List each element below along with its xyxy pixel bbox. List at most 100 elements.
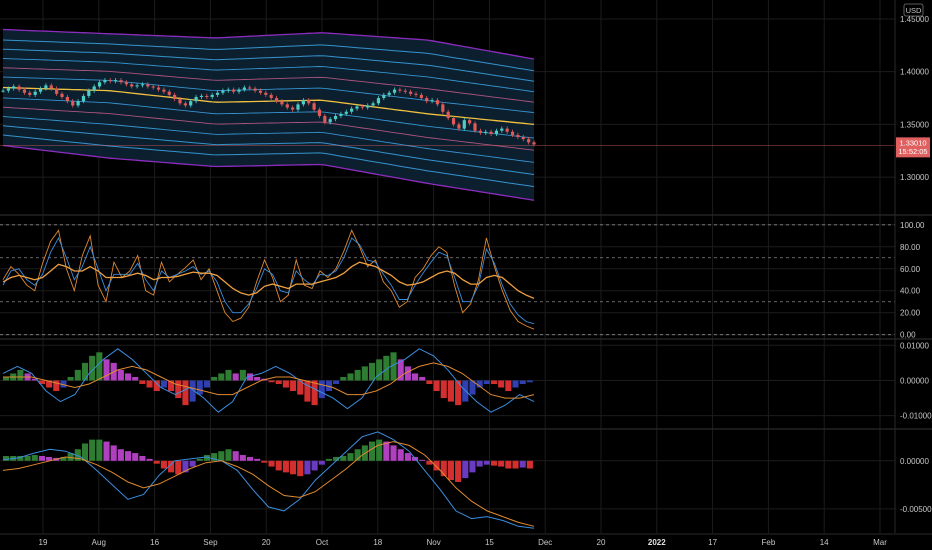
candle-body[interactable] xyxy=(194,96,198,102)
histogram-bar[interactable] xyxy=(225,449,232,461)
candle-body[interactable] xyxy=(323,115,327,123)
histogram-bar[interactable] xyxy=(476,460,483,467)
pane-separators[interactable] xyxy=(0,214,932,430)
signal-line[interactable] xyxy=(3,362,535,399)
histogram-bar[interactable] xyxy=(325,380,333,392)
histogram-bar[interactable] xyxy=(225,369,232,381)
candle-body[interactable] xyxy=(403,90,407,92)
histogram-bar[interactable] xyxy=(132,376,139,381)
histogram-bar[interactable] xyxy=(153,460,160,464)
histogram-bar[interactable] xyxy=(3,376,10,381)
histogram-bar[interactable] xyxy=(347,373,354,381)
histogram-bar[interactable] xyxy=(96,439,103,461)
histogram-bar[interactable] xyxy=(333,380,340,384)
histogram-bar[interactable] xyxy=(124,373,132,381)
histogram-bar[interactable] xyxy=(462,460,469,479)
candle-body[interactable] xyxy=(215,92,220,95)
candle-body[interactable] xyxy=(435,100,440,105)
histogram-bar[interactable] xyxy=(368,441,376,461)
histogram-bar[interactable] xyxy=(17,455,24,461)
histogram-bar[interactable] xyxy=(440,380,447,399)
candle-body[interactable] xyxy=(38,88,43,92)
histogram-bar[interactable] xyxy=(103,441,110,461)
histogram-bar[interactable] xyxy=(469,380,476,395)
histogram-bar[interactable] xyxy=(203,455,211,461)
histogram-bar[interactable] xyxy=(469,460,476,473)
histogram-bar[interactable] xyxy=(498,380,505,388)
candle-body[interactable] xyxy=(114,80,118,82)
histogram-bar[interactable] xyxy=(526,460,533,469)
candle-body[interactable] xyxy=(178,99,182,104)
histogram-bar[interactable] xyxy=(476,380,483,388)
histogram-bar[interactable] xyxy=(182,460,189,473)
histogram-bar[interactable] xyxy=(333,456,340,461)
candle-body[interactable] xyxy=(22,89,27,93)
histogram-bar[interactable] xyxy=(103,359,110,381)
histogram-bar[interactable] xyxy=(117,449,124,461)
candle-body[interactable] xyxy=(510,131,515,135)
candle-body[interactable] xyxy=(451,118,456,125)
candle-body[interactable] xyxy=(494,130,499,134)
histogram-bar[interactable] xyxy=(81,443,89,461)
histogram-bar[interactable] xyxy=(261,460,268,463)
histogram-bar[interactable] xyxy=(139,380,146,384)
histogram-bar[interactable] xyxy=(146,380,153,388)
candle-body[interactable] xyxy=(28,92,32,95)
histogram-bar[interactable] xyxy=(254,458,261,461)
histogram-bar[interactable] xyxy=(153,380,160,392)
candle-body[interactable] xyxy=(226,89,230,91)
histogram-bar[interactable] xyxy=(383,441,390,461)
histogram-bar[interactable] xyxy=(290,460,297,475)
candle-body[interactable] xyxy=(248,87,252,89)
histogram-bar[interactable] xyxy=(203,380,211,388)
histogram-bar[interactable] xyxy=(232,373,239,381)
candle-body[interactable] xyxy=(430,100,434,102)
candle-body[interactable] xyxy=(301,100,305,105)
histogram-bar[interactable] xyxy=(483,380,490,384)
candle-body[interactable] xyxy=(221,90,225,93)
candle-body[interactable] xyxy=(189,101,193,106)
candle-body[interactable] xyxy=(60,93,64,97)
histogram-bar[interactable] xyxy=(390,352,397,381)
stoch-series-line[interactable] xyxy=(2,261,535,299)
histogram-bar[interactable] xyxy=(275,460,282,471)
candle-body[interactable] xyxy=(344,111,348,114)
candle-body[interactable] xyxy=(12,86,16,89)
time-axis[interactable]: 19 Aug 16 Sep 20 Oct 18 Nov 15 Dec 20 2022 17 Feb 14 Ma… xyxy=(0,533,932,547)
candle-body[interactable] xyxy=(119,80,123,83)
candle-body[interactable] xyxy=(97,82,102,87)
candle-body[interactable] xyxy=(441,104,445,112)
candle-body[interactable] xyxy=(71,101,75,106)
histogram-bar[interactable] xyxy=(96,352,103,381)
histogram-bar[interactable] xyxy=(354,449,361,461)
histogram-bar[interactable] xyxy=(433,460,440,471)
candle-body[interactable] xyxy=(473,123,477,131)
candle-body[interactable] xyxy=(232,89,236,92)
candle-body[interactable] xyxy=(355,106,359,109)
histogram-bar[interactable] xyxy=(132,453,139,461)
candle-body[interactable] xyxy=(140,84,145,86)
histogram-bar[interactable] xyxy=(89,439,96,461)
candle-body[interactable] xyxy=(409,91,413,94)
histogram-bar[interactable] xyxy=(46,380,53,388)
candle-body[interactable] xyxy=(312,103,316,110)
candle-body[interactable] xyxy=(274,98,279,102)
signal-slow-line[interactable] xyxy=(2,441,535,527)
candle-body[interactable] xyxy=(130,84,134,87)
candle-body[interactable] xyxy=(285,104,289,108)
candle-body[interactable] xyxy=(387,92,391,95)
histogram-bar[interactable] xyxy=(74,449,81,461)
histogram-bar[interactable] xyxy=(175,380,182,399)
candle-body[interactable] xyxy=(521,137,525,140)
candle-body[interactable] xyxy=(162,89,166,92)
histogram-bar[interactable] xyxy=(519,380,526,384)
candle-body[interactable] xyxy=(156,87,161,90)
histogram-bar[interactable] xyxy=(354,369,361,381)
histogram-bar[interactable] xyxy=(60,456,67,461)
histogram-bar[interactable] xyxy=(447,380,454,402)
histogram-bar[interactable] xyxy=(268,380,275,383)
histogram-bar[interactable] xyxy=(347,453,354,461)
histogram-bar[interactable] xyxy=(168,380,175,392)
candle-body[interactable] xyxy=(350,108,354,112)
